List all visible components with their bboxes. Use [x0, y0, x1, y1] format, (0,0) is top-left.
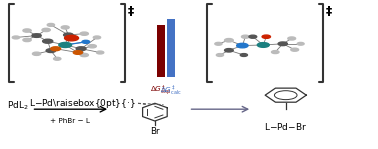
Circle shape: [46, 49, 56, 52]
Text: $\Delta G^{\ddag}_{\rm exp}$: $\Delta G^{\ddag}_{\rm exp}$: [150, 83, 172, 98]
Circle shape: [288, 37, 296, 40]
Circle shape: [64, 33, 73, 37]
Circle shape: [82, 40, 90, 43]
Text: L$-$Pd$-$Br: L$-$Pd$-$Br: [264, 121, 307, 132]
Circle shape: [23, 38, 31, 42]
Circle shape: [42, 28, 50, 32]
Circle shape: [291, 48, 299, 51]
Circle shape: [80, 53, 88, 57]
Text: PdL$_2$: PdL$_2$: [6, 100, 28, 112]
Circle shape: [237, 43, 248, 48]
Circle shape: [225, 49, 233, 52]
Circle shape: [271, 51, 279, 53]
Circle shape: [23, 29, 31, 32]
Circle shape: [51, 47, 60, 51]
Circle shape: [65, 35, 79, 41]
Text: Br: Br: [150, 127, 160, 136]
Text: ‡: ‡: [128, 5, 134, 18]
Circle shape: [249, 35, 257, 38]
Circle shape: [257, 43, 269, 47]
Circle shape: [225, 39, 233, 42]
Circle shape: [61, 26, 69, 29]
Circle shape: [80, 32, 88, 35]
Circle shape: [216, 54, 223, 56]
Circle shape: [54, 57, 61, 60]
Text: L$-$Pd\raisebox{0pt}{·}: L$-$Pd\raisebox{0pt}{·}: [29, 97, 136, 110]
Circle shape: [88, 45, 96, 48]
Text: + PhBr − L: + PhBr − L: [50, 118, 90, 124]
Circle shape: [242, 35, 249, 38]
Circle shape: [240, 54, 248, 56]
Circle shape: [33, 52, 41, 55]
Circle shape: [47, 23, 54, 26]
Circle shape: [32, 34, 41, 37]
Circle shape: [215, 42, 222, 45]
Circle shape: [76, 47, 86, 51]
Circle shape: [297, 42, 304, 45]
Circle shape: [93, 36, 101, 39]
Circle shape: [43, 39, 53, 43]
Bar: [157, 25, 165, 77]
Text: ‡: ‡: [326, 5, 332, 18]
Bar: [167, 19, 175, 77]
Circle shape: [73, 51, 82, 54]
Circle shape: [262, 35, 271, 38]
Text: $\Delta G^{\ddag}_{\rm calc}$: $\Delta G^{\ddag}_{\rm calc}$: [160, 83, 182, 97]
Circle shape: [12, 36, 20, 39]
Circle shape: [59, 42, 71, 48]
Circle shape: [278, 42, 287, 46]
Circle shape: [96, 51, 104, 54]
